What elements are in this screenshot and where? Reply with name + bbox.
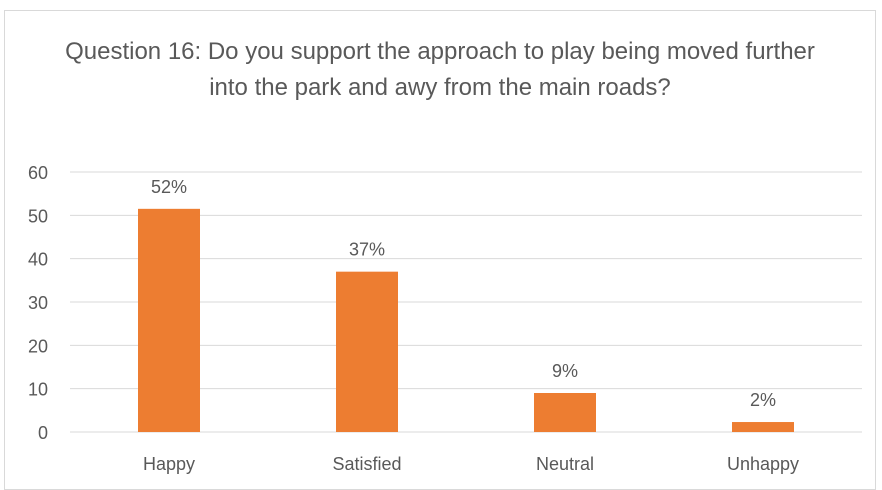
bar-unhappy: [732, 422, 794, 432]
bars: [138, 208, 794, 432]
y-tick-label: 0: [38, 423, 48, 443]
data-label-unhappy: 2%: [750, 390, 776, 410]
y-tick-label: 40: [28, 250, 48, 270]
data-label-neutral: 9%: [552, 361, 578, 381]
bar-neutral: [534, 393, 596, 432]
data-labels: 52% 37% 9% 2%: [151, 177, 776, 410]
data-label-happy: 52%: [151, 177, 187, 197]
x-axis-category-labels: Happy Satisfied Neutral Unhappy: [143, 454, 799, 474]
data-label-satisfied: 37%: [349, 240, 385, 260]
y-tick-label: 50: [28, 206, 48, 226]
y-tick-label: 20: [28, 336, 48, 356]
category-label-unhappy: Unhappy: [727, 454, 799, 474]
bar-happy: [138, 208, 200, 432]
category-label-satisfied: Satisfied: [332, 454, 401, 474]
y-tick-label: 30: [28, 293, 48, 313]
bar-satisfied: [336, 271, 398, 432]
y-tick-label: 60: [28, 163, 48, 183]
gridlines: [70, 171, 862, 433]
category-label-happy: Happy: [143, 454, 195, 474]
category-label-neutral: Neutral: [536, 454, 594, 474]
chart-title: Question 16: Do you support the approach…: [65, 38, 815, 101]
y-tick-label: 10: [28, 380, 48, 400]
y-axis-tick-labels: 0 10 20 30 40 50 60: [28, 163, 48, 443]
